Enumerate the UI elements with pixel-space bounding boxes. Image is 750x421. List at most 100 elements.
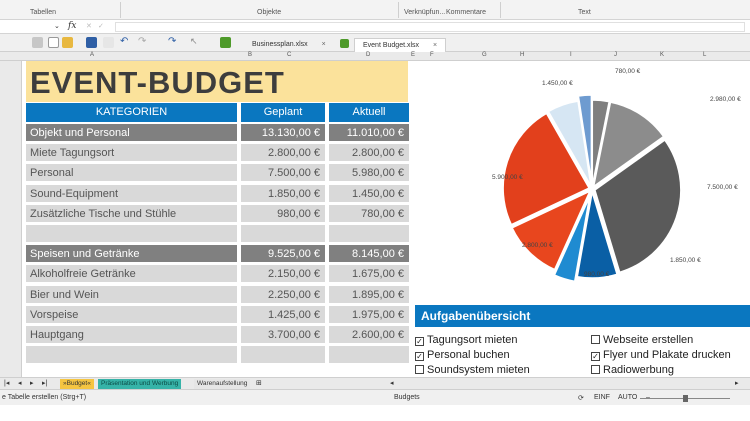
row-label[interactable]: [26, 346, 237, 366]
column-header[interactable]: L: [703, 52, 707, 58]
open-folder-icon[interactable]: [62, 37, 73, 48]
column-header[interactable]: B: [248, 52, 253, 58]
zoom-out-icon[interactable]: –: [646, 394, 650, 401]
column-header[interactable]: I: [570, 52, 572, 58]
pie-slice[interactable]: [592, 101, 665, 189]
row-label[interactable]: Personal: [26, 164, 237, 184]
pie-slice[interactable]: [593, 138, 682, 274]
row-label[interactable]: Objekt und Personal: [26, 124, 237, 143]
prev-sheet-icon[interactable]: ◂: [18, 380, 22, 387]
column-header[interactable]: G: [482, 52, 487, 58]
close-icon[interactable]: ×: [433, 42, 438, 49]
row-planned[interactable]: [241, 225, 325, 244]
table-row[interactable]: Zusätzliche Tische und Stühle 980,00 €780…: [26, 204, 409, 224]
column-header[interactable]: K: [660, 52, 665, 58]
checkbox[interactable]: ✓: [415, 352, 424, 361]
row-actual[interactable]: 780,00 €: [329, 204, 409, 224]
blank-row[interactable]: [26, 346, 409, 366]
print-icon[interactable]: [103, 37, 114, 48]
category-row[interactable]: Objekt und Personal 13.130,00 €11.010,00 …: [26, 124, 409, 143]
row-actual[interactable]: [329, 225, 409, 244]
pie-chart[interactable]: 780,00 € 2.980,00 € 7.500,00 € 1.850,00 € 98…: [422, 61, 750, 301]
tab-businessplan[interactable]: Businessplan.xlsx ×: [244, 38, 334, 52]
column-header[interactable]: J: [614, 52, 617, 58]
fx-icon[interactable]: fx: [68, 21, 77, 31]
task-item[interactable]: Webseite erstellen: [591, 334, 693, 346]
checkbox[interactable]: ✓: [591, 352, 600, 361]
row-actual[interactable]: 1.895,00 €: [329, 285, 409, 305]
row-actual[interactable]: 2.800,00 €: [329, 144, 409, 164]
pie-slice[interactable]: [502, 112, 591, 226]
tab-event-budget[interactable]: Event Budget.xlsx ×: [354, 38, 447, 52]
column-header[interactable]: F: [430, 52, 434, 58]
category-row[interactable]: Speisen und Getränke 9.525,00 €8.145,00 €: [26, 245, 409, 265]
column-header[interactable]: C: [287, 52, 292, 58]
table-row[interactable]: Bier und Wein 2.250,00 €1.895,00 €: [26, 285, 409, 305]
row-planned[interactable]: 2.800,00 €: [241, 144, 325, 164]
column-header[interactable]: E: [411, 52, 416, 58]
checkbox[interactable]: ✓: [415, 337, 424, 346]
next-sheet-icon[interactable]: ▸: [30, 380, 34, 387]
row-actual[interactable]: 11.010,00 €: [329, 124, 409, 143]
zoom-slider-thumb[interactable]: [683, 395, 688, 402]
row-label[interactable]: Bier und Wein: [26, 285, 237, 305]
row-actual[interactable]: 2.600,00 €: [329, 326, 409, 345]
checkbox[interactable]: [415, 365, 424, 374]
pie-slice[interactable]: [591, 99, 611, 187]
task-item[interactable]: ✓ Flyer und Plakate drucken: [591, 349, 731, 361]
row-label[interactable]: Speisen und Getränke: [26, 245, 237, 265]
task-item[interactable]: Soundsystem mieten: [415, 364, 530, 376]
row-actual[interactable]: 1.450,00 €: [329, 184, 409, 204]
last-sheet-icon[interactable]: ▸|: [42, 380, 48, 387]
sync-icon[interactable]: ⟳: [578, 395, 584, 402]
pie-slice[interactable]: [576, 191, 618, 279]
row-actual[interactable]: 8.145,00 €: [329, 245, 409, 265]
row-actual[interactable]: 1.975,00 €: [329, 305, 409, 325]
row-label[interactable]: Sound-Equipment: [26, 184, 237, 204]
table-row[interactable]: Hauptgang 3.700,00 €2.600,00 €: [26, 326, 409, 345]
status-auto[interactable]: AUTO: [618, 394, 638, 401]
row-label[interactable]: Vorspeise: [26, 305, 237, 325]
repeat-icon[interactable]: ↷: [168, 36, 177, 47]
pie-slice[interactable]: [577, 94, 593, 182]
scroll-left-icon[interactable]: ◂: [390, 380, 394, 387]
chevron-down-icon[interactable]: ⌄: [54, 23, 60, 30]
row-planned[interactable]: 7.500,00 €: [241, 164, 325, 184]
pointer-icon[interactable]: ↖: [190, 36, 198, 46]
close-icon[interactable]: ✕: [86, 23, 92, 30]
task-item[interactable]: ✓ Tagungsort mieten: [415, 334, 518, 346]
row-planned[interactable]: 13.130,00 €: [241, 124, 325, 143]
sheet-tab-waren[interactable]: Warenaufstellung: [194, 379, 251, 389]
row-planned[interactable]: 1.850,00 €: [241, 184, 325, 204]
row-planned[interactable]: 3.700,00 €: [241, 326, 325, 345]
row-planned[interactable]: 2.150,00 €: [241, 265, 325, 285]
pie-slice[interactable]: [553, 196, 591, 283]
sheet-area[interactable]: EVENT-BUDGET KATEGORIEN Geplant Aktuell …: [22, 61, 750, 377]
checkbox[interactable]: [591, 335, 600, 344]
new-document-icon[interactable]: [48, 37, 59, 48]
touch-icon[interactable]: [32, 37, 43, 48]
scroll-right-icon[interactable]: ▸: [735, 380, 739, 387]
add-sheet-icon[interactable]: ⊞: [256, 380, 262, 387]
row-label[interactable]: Miete Tagungsort: [26, 144, 237, 164]
task-item[interactable]: ✓ Personal buchen: [415, 349, 510, 361]
row-label[interactable]: Zusätzliche Tische und Stühle: [26, 204, 237, 224]
spreadsheet-icon[interactable]: [220, 37, 231, 48]
undo-icon[interactable]: ↶: [120, 36, 129, 47]
first-sheet-icon[interactable]: |◂: [4, 380, 10, 387]
row-planned[interactable]: [241, 346, 325, 366]
sheet-tab-praesentation[interactable]: Präsentation und Werbung: [98, 379, 182, 389]
row-label[interactable]: Alkoholfreie Getränke: [26, 265, 237, 285]
save-icon[interactable]: [86, 37, 97, 48]
table-row[interactable]: Vorspeise 1.425,00 €1.975,00 €: [26, 305, 409, 325]
sheet-tab-budget[interactable]: »Budget«: [60, 379, 94, 389]
column-header[interactable]: H: [520, 52, 525, 58]
column-header[interactable]: D: [366, 52, 371, 58]
checkbox[interactable]: [591, 365, 600, 374]
column-header[interactable]: A: [90, 52, 95, 58]
blank-row[interactable]: [26, 225, 409, 244]
row-label[interactable]: Hauptgang: [26, 326, 237, 345]
formula-input[interactable]: [115, 22, 745, 32]
row-planned[interactable]: 9.525,00 €: [241, 245, 325, 265]
pie-slice[interactable]: [547, 100, 592, 187]
